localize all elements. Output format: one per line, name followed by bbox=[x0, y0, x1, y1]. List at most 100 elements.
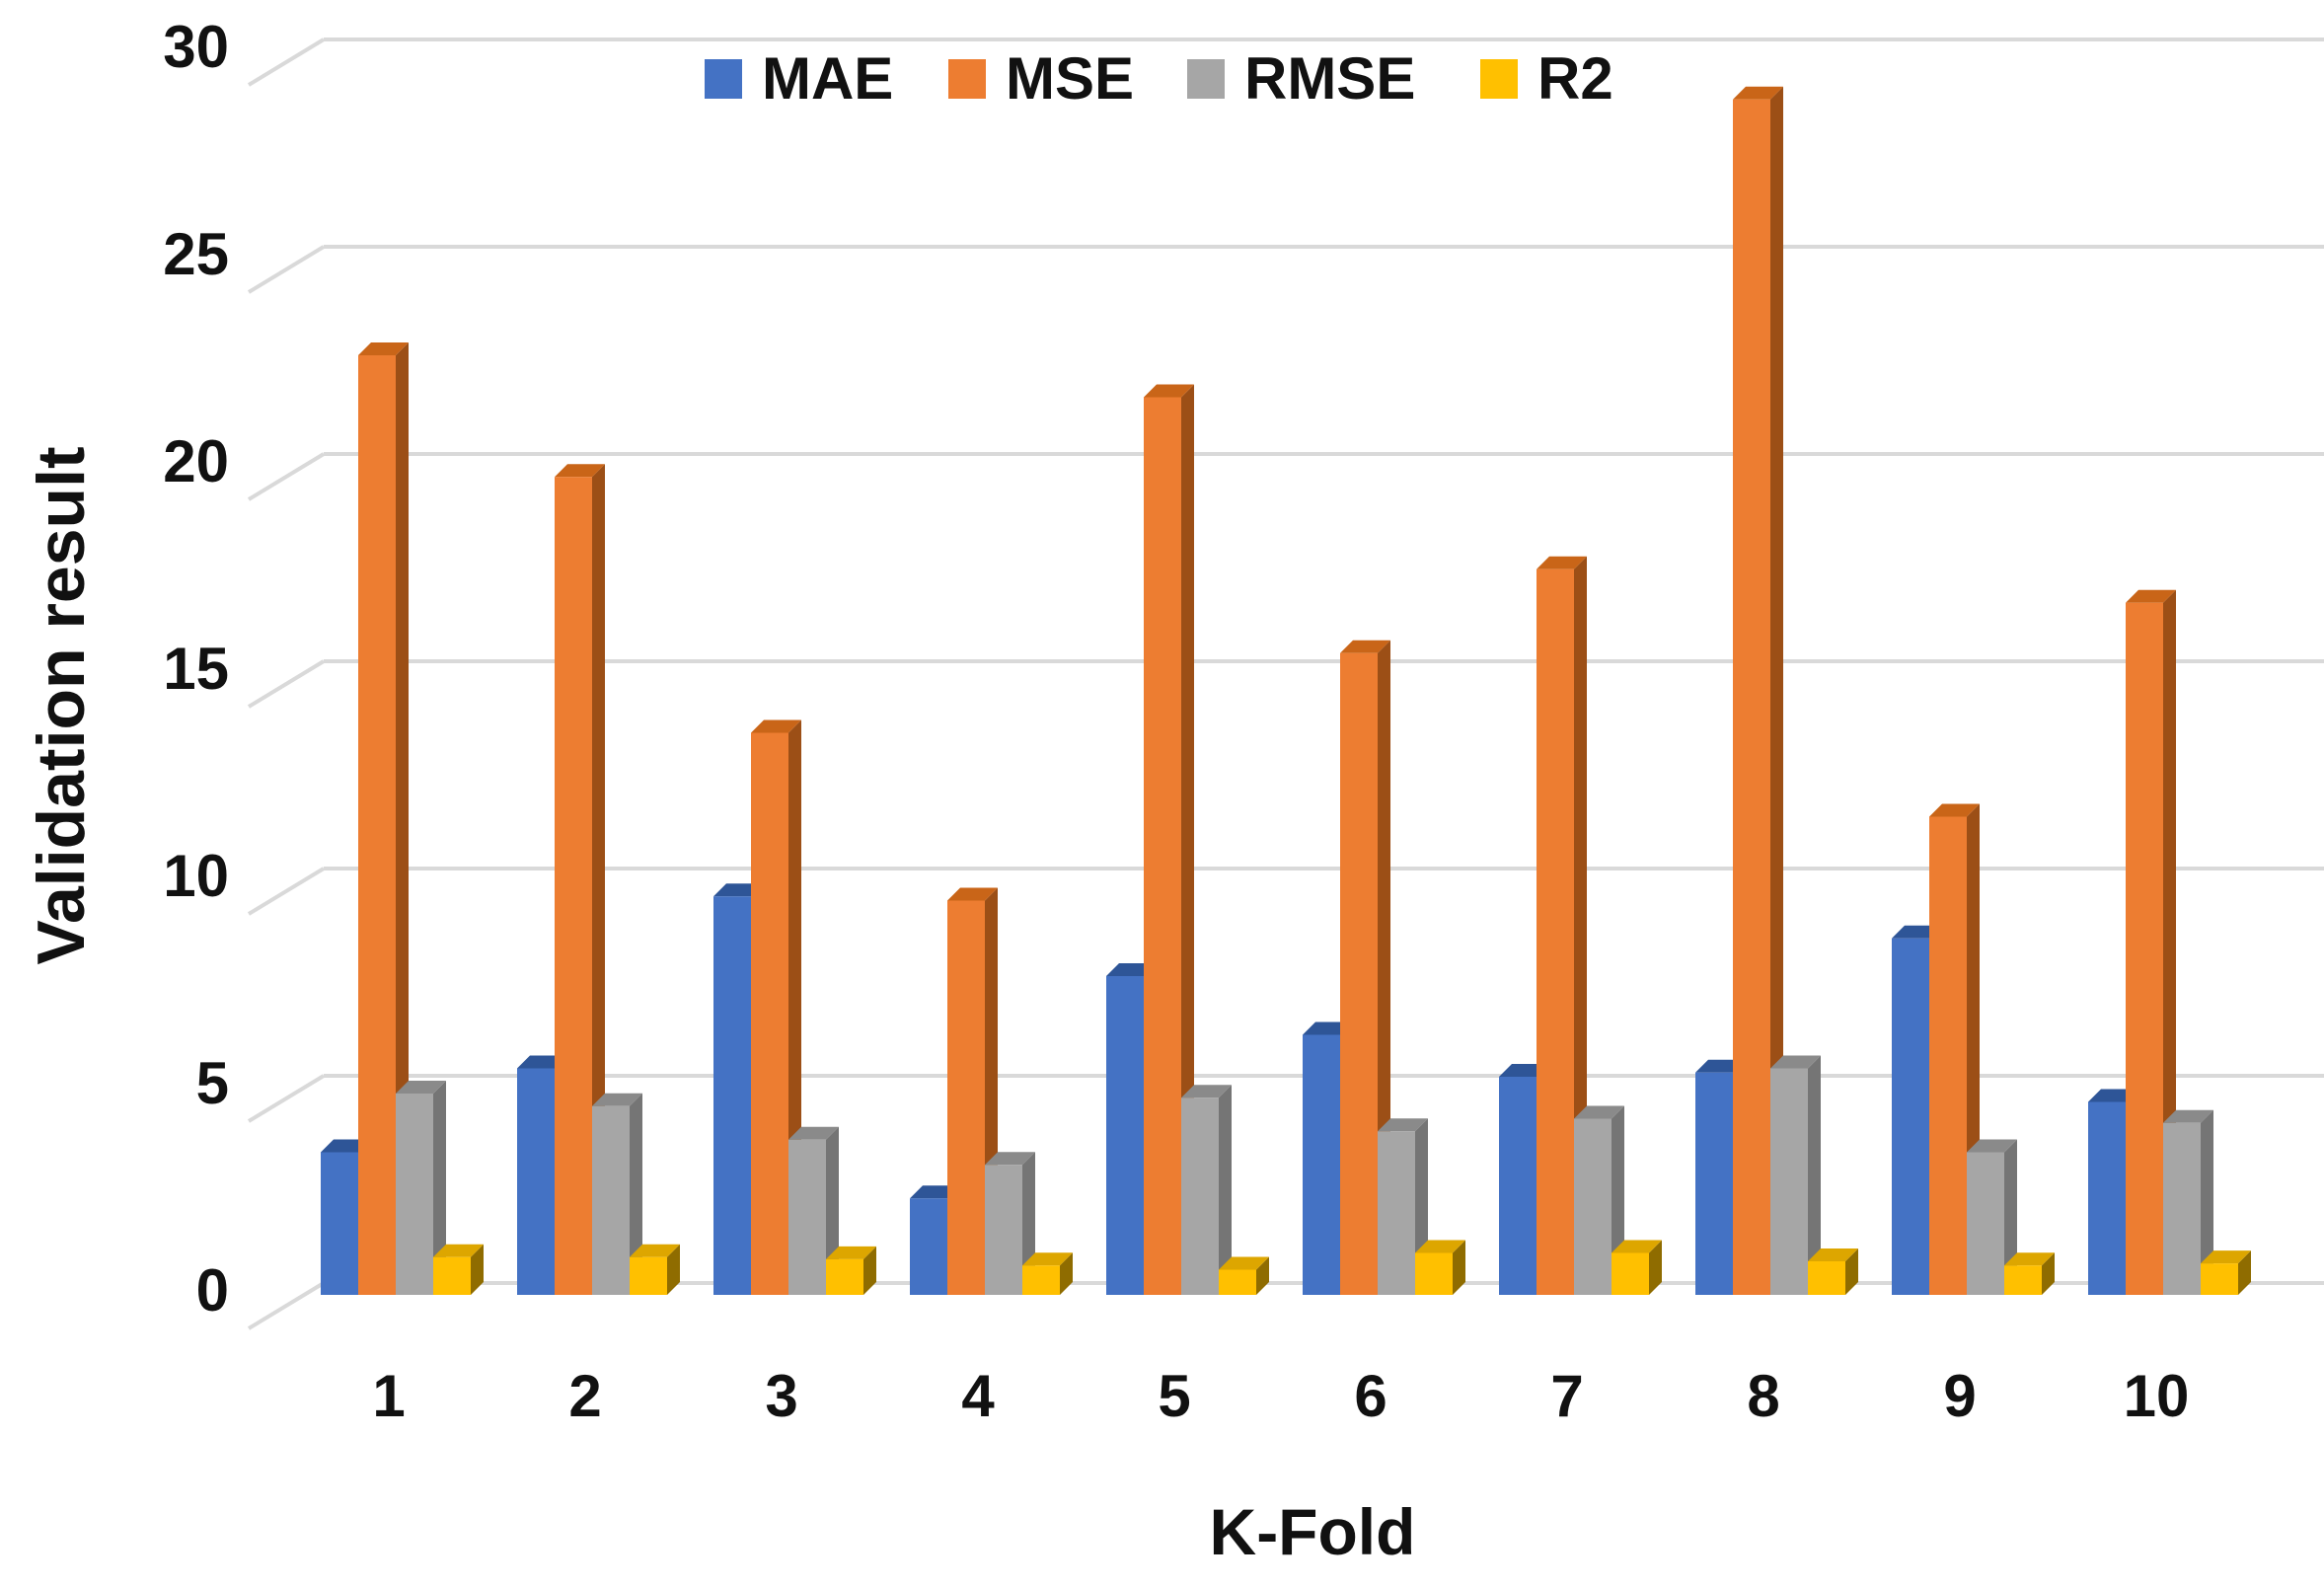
legend-label-mse: MSE bbox=[1006, 45, 1135, 112]
legend-label-mae: MAE bbox=[762, 45, 894, 112]
bar-rmse-fold10-top bbox=[2163, 1109, 2213, 1123]
bar-rmse-fold10 bbox=[2163, 1122, 2201, 1295]
legend-item-r2: R2 bbox=[1480, 39, 1613, 118]
gridline-bend-0 bbox=[247, 1281, 326, 1330]
bar-rmse-fold3 bbox=[788, 1139, 826, 1295]
legend-swatch-rmse bbox=[1187, 59, 1225, 99]
bar-mse-fold4-top bbox=[947, 887, 998, 901]
bar-mae-fold5 bbox=[1106, 976, 1144, 1295]
gridline-bend-20 bbox=[247, 452, 326, 501]
bar-mse-fold7 bbox=[1537, 568, 1574, 1295]
legend-label-rmse: RMSE bbox=[1244, 45, 1416, 112]
bar-rmse-fold2-side bbox=[630, 1093, 642, 1295]
bar-mse-fold5 bbox=[1144, 397, 1181, 1295]
bar-r2-fold5-top bbox=[1219, 1256, 1269, 1270]
bar-mse-fold6 bbox=[1340, 652, 1378, 1295]
gridline-bend-25 bbox=[247, 245, 326, 294]
bar-mse-fold8-side bbox=[1770, 86, 1783, 1295]
bar-mae-fold7 bbox=[1499, 1077, 1537, 1295]
bar-mse-fold10-top bbox=[2126, 589, 2176, 603]
bar-mse-fold4 bbox=[947, 900, 985, 1295]
bar-r2-fold10 bbox=[2201, 1263, 2238, 1295]
bar-r2-fold5-side bbox=[1256, 1256, 1269, 1295]
y-tick-label-5: 5 bbox=[195, 1050, 229, 1116]
bar-mae-fold8 bbox=[1695, 1072, 1733, 1295]
legend-item-mse: MSE bbox=[948, 39, 1134, 118]
gridline-bend-15 bbox=[247, 659, 326, 709]
bar-r2-fold4 bbox=[1022, 1265, 1060, 1295]
x-tick-label-10: 10 bbox=[2123, 1363, 2190, 1429]
bar-r2-fold9 bbox=[2004, 1265, 2042, 1295]
bar-rmse-fold1-top bbox=[396, 1081, 446, 1094]
bar-mse-fold1-top bbox=[358, 342, 409, 355]
bar-r2-fold2-top bbox=[630, 1244, 680, 1257]
bar-r2-fold7 bbox=[1612, 1252, 1649, 1295]
gridline-bend-30 bbox=[247, 38, 326, 87]
bar-rmse-fold3-top bbox=[788, 1126, 839, 1140]
legend-swatch-mae bbox=[705, 59, 742, 99]
bar-mse-fold9-top bbox=[1929, 803, 1980, 817]
bar-mse-fold3 bbox=[751, 732, 788, 1295]
bar-r2-fold8-top bbox=[1808, 1248, 1858, 1261]
bar-rmse-fold5-top bbox=[1181, 1085, 1232, 1098]
bar-mse-fold8-top bbox=[1733, 86, 1783, 100]
bar-rmse-fold1-side bbox=[433, 1081, 446, 1295]
y-tick-label-30: 30 bbox=[163, 14, 229, 80]
bar-rmse-fold9 bbox=[1967, 1152, 2004, 1295]
bar-r2-fold1-side bbox=[471, 1244, 484, 1295]
legend-swatch-r2 bbox=[1480, 59, 1518, 99]
bar-rmse-fold7 bbox=[1574, 1118, 1612, 1295]
x-tick-label-9: 9 bbox=[1943, 1363, 1977, 1429]
bar-r2-fold4-side bbox=[1060, 1252, 1073, 1295]
bar-r2-fold6-top bbox=[1415, 1240, 1465, 1253]
bar-mse-fold10 bbox=[2126, 602, 2163, 1295]
bar-rmse-fold5 bbox=[1181, 1097, 1219, 1295]
x-tick-label-8: 8 bbox=[1747, 1363, 1780, 1429]
bar-rmse-fold9-top bbox=[1967, 1139, 2017, 1153]
legend-item-rmse: RMSE bbox=[1187, 39, 1415, 118]
x-tick-label-2: 2 bbox=[568, 1363, 602, 1429]
bar-mae-fold6 bbox=[1303, 1034, 1340, 1295]
bar-mse-fold9 bbox=[1929, 816, 1967, 1295]
bar-rmse-fold10-side bbox=[2201, 1109, 2213, 1295]
bar-mae-fold1 bbox=[321, 1152, 358, 1295]
bar-r2-fold6 bbox=[1415, 1252, 1453, 1295]
bar-r2-fold2 bbox=[630, 1256, 667, 1295]
bar-mse-fold6-top bbox=[1340, 640, 1390, 653]
bar-rmse-fold2 bbox=[592, 1105, 630, 1295]
bar-r2-fold2-side bbox=[667, 1244, 680, 1295]
y-tick-label-10: 10 bbox=[163, 843, 229, 909]
bar-mse-fold5-side bbox=[1181, 384, 1194, 1295]
bar-r2-fold4-top bbox=[1022, 1252, 1073, 1266]
bar-mse-fold2-side bbox=[592, 464, 605, 1295]
bar-mae-fold10 bbox=[2088, 1101, 2126, 1295]
bar-mae-fold2 bbox=[517, 1068, 555, 1295]
y-tick-label-15: 15 bbox=[163, 636, 229, 702]
bar-r2-fold9-top bbox=[2004, 1252, 2055, 1266]
bar-rmse-fold6-top bbox=[1378, 1118, 1428, 1132]
gridline-bend-10 bbox=[247, 867, 326, 916]
legend-swatch-mse bbox=[948, 59, 986, 99]
bar-r2-fold5 bbox=[1219, 1269, 1256, 1295]
bar-rmse-fold6 bbox=[1378, 1131, 1415, 1295]
bar-r2-fold1-top bbox=[433, 1244, 484, 1257]
bar-mse-fold2-top bbox=[555, 464, 605, 478]
bar-mse-fold1-side bbox=[396, 342, 409, 1295]
bar-rmse-fold8-top bbox=[1770, 1055, 1821, 1069]
x-tick-label-4: 4 bbox=[961, 1363, 995, 1429]
gridline-bend-5 bbox=[247, 1074, 326, 1123]
bar-r2-fold3-side bbox=[863, 1246, 876, 1295]
bar-mse-fold2 bbox=[555, 477, 592, 1295]
x-tick-label-1: 1 bbox=[372, 1363, 406, 1429]
bar-mae-fold9 bbox=[1892, 938, 1929, 1295]
legend-item-mae: MAE bbox=[705, 39, 893, 118]
legend-label-r2: R2 bbox=[1537, 45, 1613, 112]
bar-r2-fold8-side bbox=[1845, 1248, 1858, 1295]
bar-rmse-fold4 bbox=[985, 1165, 1022, 1295]
x-axis-title: K-Fold bbox=[1209, 1495, 1416, 1568]
bar-r2-fold3 bbox=[826, 1258, 863, 1295]
bar-r2-fold1 bbox=[433, 1256, 471, 1295]
bar-rmse-fold7-top bbox=[1574, 1105, 1624, 1119]
